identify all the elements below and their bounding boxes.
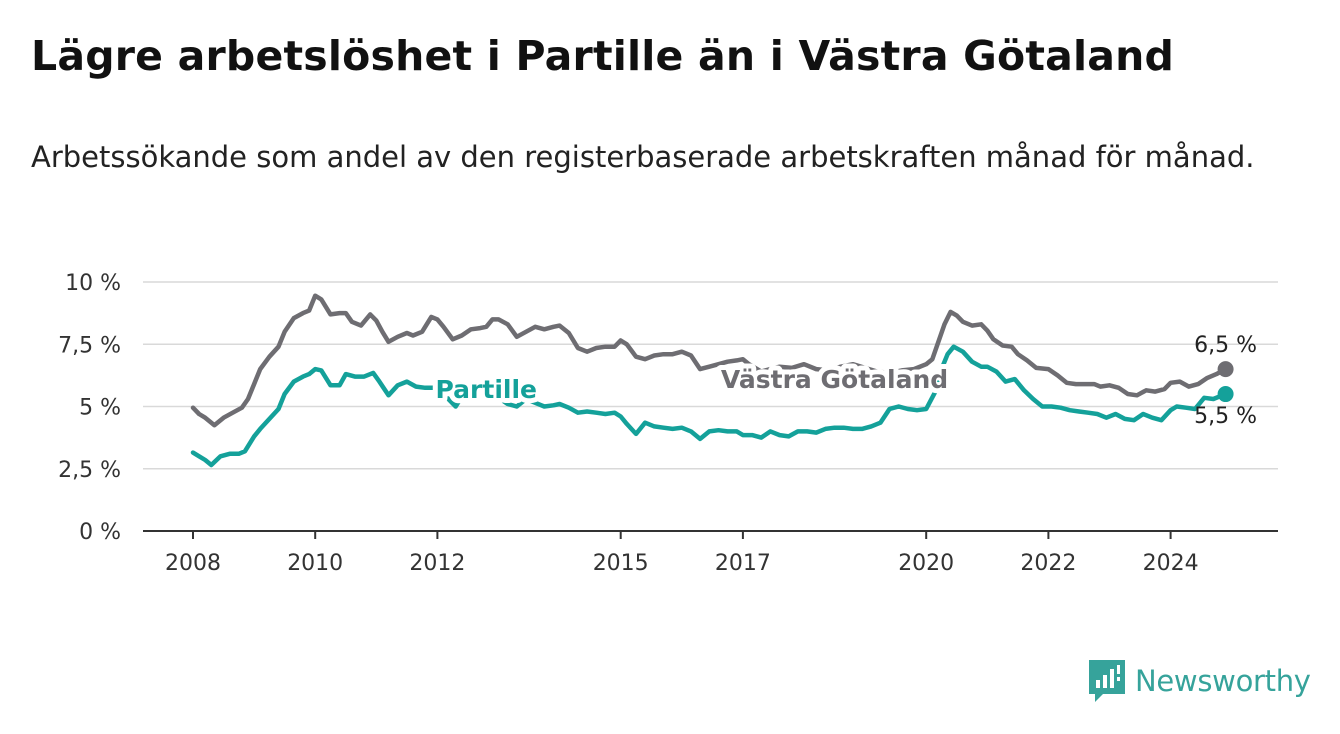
series-end-label-partille: 5,5 % <box>1194 404 1257 429</box>
newsworthy-logo: Newsworthy <box>1089 660 1311 702</box>
x-tick-label: 2024 <box>1143 551 1199 576</box>
grid-lines <box>143 281 1278 470</box>
series-end-point-partille <box>1217 386 1234 403</box>
x-tick-label: 2020 <box>898 551 954 576</box>
x-tick-label: 2017 <box>715 551 771 576</box>
series-label-v-stra-g-taland: Västra Götaland <box>721 365 948 394</box>
y-tick-label: 5 % <box>79 396 121 421</box>
x-axis: 2008 2010 2012 2015 2017 2020 2022 2024 <box>143 530 1278 576</box>
series-line-partille <box>190 344 1228 468</box>
x-tick-label: 2010 <box>287 551 343 576</box>
y-tick-label: 7,5 % <box>58 333 121 358</box>
series-labels: 6,5 % 5,5 % Partille Västra Götaland <box>431 333 1257 429</box>
x-tick-label: 2008 <box>165 551 221 576</box>
series-end-label-v-stra-g-taland: 6,5 % <box>1194 333 1257 358</box>
x-tick-label: 2012 <box>409 551 465 576</box>
y-axis: 0 % 2,5 % 5 % 7,5 % 10 % <box>58 271 121 545</box>
y-tick-label: 0 % <box>79 520 121 545</box>
series-end-point-v-stra-g-taland <box>1217 361 1234 378</box>
brand-name: Newsworthy <box>1135 664 1311 698</box>
newsworthy-bar-chart-icon <box>1089 660 1125 702</box>
series-label-partille: Partille <box>436 375 537 404</box>
line-chart: 0 % 2,5 % 5 % 7,5 % 10 % 2008 2010 2012 2015 201… <box>58 271 1278 576</box>
chart-title: Lägre arbetslöshet i Partille än i Västr… <box>31 32 1175 80</box>
chart-subtitle: Arbetssökande som andel av den registerb… <box>31 140 1255 174</box>
series-line-v-stra-g-taland <box>190 293 1228 428</box>
y-tick-label: 10 % <box>65 271 121 296</box>
y-tick-label: 2,5 % <box>58 458 121 483</box>
x-tick-label: 2022 <box>1020 551 1076 576</box>
x-tick-label: 2015 <box>593 551 649 576</box>
series-lines <box>190 293 1234 468</box>
